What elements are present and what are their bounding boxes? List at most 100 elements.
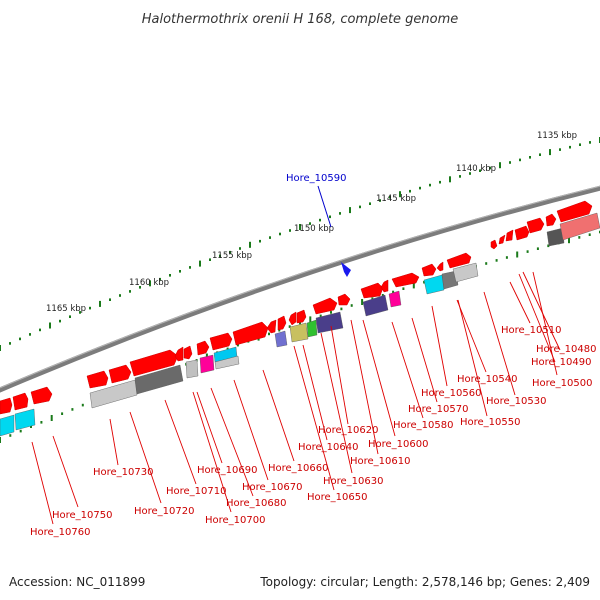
gene-label[interactable]: Hore_10480	[536, 344, 597, 355]
gene-feature[interactable]	[421, 263, 437, 277]
gene-feature[interactable]	[360, 282, 384, 299]
gene-feature[interactable]	[174, 346, 184, 362]
gene-label[interactable]: Hore_10710	[166, 486, 227, 497]
gene-label[interactable]: Hore_10550	[460, 417, 521, 428]
gene-feature[interactable]	[0, 397, 13, 415]
gene-label[interactable]: Hore_10510	[501, 325, 562, 336]
gene-feature[interactable]	[288, 311, 297, 326]
gene-feature[interactable]	[391, 272, 420, 288]
gene-feature[interactable]	[86, 370, 109, 389]
gene-label[interactable]: Hore_10700	[205, 515, 266, 526]
gene-feature[interactable]	[436, 261, 444, 272]
gene-label[interactable]: Hore_10630	[323, 476, 384, 487]
gene-feature[interactable]	[14, 408, 36, 431]
reverse-strand-genes	[0, 212, 600, 437]
gene-label[interactable]: Hore_10650	[307, 492, 368, 503]
gene-label[interactable]: Hore_10600	[368, 439, 429, 450]
major-tick	[449, 176, 451, 183]
gene-feature[interactable]	[196, 340, 210, 356]
minor-tick	[495, 259, 498, 262]
minor-tick	[129, 290, 131, 293]
minor-tick	[226, 347, 229, 351]
gene-label[interactable]: Hore_10660	[268, 463, 329, 474]
gene-feature[interactable]	[209, 332, 233, 351]
gene-feature[interactable]	[232, 321, 269, 346]
gene-feature[interactable]	[505, 229, 514, 242]
gene-feature[interactable]	[559, 212, 600, 241]
gene-label[interactable]: Hore_10490	[531, 357, 592, 368]
minor-tick	[485, 262, 488, 265]
highlight-gene-label[interactable]: Hore_10590	[286, 173, 347, 184]
gene-feature[interactable]	[274, 330, 288, 348]
accession-text: Accession: NC_011899	[9, 575, 145, 589]
gene-feature[interactable]	[441, 270, 459, 290]
gene-feature[interactable]	[134, 364, 184, 395]
gene-feature[interactable]	[545, 213, 557, 227]
major-tick	[499, 162, 501, 169]
gene-label[interactable]: Hore_10670	[242, 482, 303, 493]
gene-feature[interactable]	[362, 294, 389, 317]
gene-leader-line	[262, 369, 295, 462]
gene-label[interactable]: Hore_10680	[226, 498, 287, 509]
minor-tick	[179, 270, 181, 273]
minor-tick	[89, 306, 91, 310]
gene-feature[interactable]	[315, 311, 344, 334]
major-tick	[549, 149, 551, 156]
gene-feature[interactable]	[277, 315, 287, 331]
gene-label[interactable]: Hore_10530	[486, 396, 547, 407]
outer-scale-ticks	[0, 137, 600, 351]
gene-feature[interactable]	[452, 262, 479, 283]
gene-label[interactable]: Hore_10580	[393, 420, 454, 431]
gene-feature[interactable]	[183, 345, 193, 360]
gene-feature[interactable]	[214, 355, 240, 370]
gene-feature[interactable]	[498, 234, 506, 245]
gene-label[interactable]: Hore_10750	[52, 510, 113, 521]
gene-feature[interactable]	[0, 414, 15, 437]
gene-feature[interactable]	[89, 379, 138, 409]
gene-feature[interactable]	[129, 349, 179, 377]
gene-feature[interactable]	[312, 297, 338, 315]
minor-tick	[409, 189, 411, 193]
gene-feature[interactable]	[490, 239, 498, 250]
major-tick	[50, 415, 53, 421]
highlight-gene-marker[interactable]	[341, 262, 351, 277]
gene-feature[interactable]	[266, 319, 277, 334]
gene-label[interactable]: Hore_10560	[421, 388, 482, 399]
gene-label[interactable]: Hore_10760	[30, 527, 91, 538]
gene-label[interactable]: Hore_10570	[408, 404, 469, 415]
gene-label[interactable]: Hore_10640	[298, 442, 359, 453]
gene-feature[interactable]	[12, 392, 29, 411]
gene-label[interactable]: Hore_10720	[134, 506, 195, 517]
gene-feature[interactable]	[337, 293, 351, 306]
minor-tick	[423, 280, 426, 284]
minor-tick	[109, 298, 111, 301]
gene-feature[interactable]	[388, 290, 402, 308]
minor-tick	[279, 232, 281, 236]
gene-label[interactable]: Hore_10610	[350, 456, 411, 467]
gene-feature[interactable]	[380, 279, 389, 293]
gene-feature[interactable]	[296, 309, 307, 324]
gene-feature[interactable]	[108, 364, 132, 384]
gene-feature[interactable]	[185, 359, 199, 379]
major-tick	[361, 299, 364, 305]
gene-leader-line	[320, 332, 353, 474]
gene-feature[interactable]	[526, 217, 545, 234]
gene-feature[interactable]	[199, 354, 215, 374]
gene-feature[interactable]	[30, 386, 53, 405]
gene-feature[interactable]	[514, 225, 530, 241]
gene-feature[interactable]	[306, 319, 318, 338]
genome-backbone-highlight	[0, 185, 600, 389]
gene-label[interactable]: Hore_10620	[318, 425, 379, 436]
gene-label[interactable]: Hore_10500	[532, 378, 593, 389]
minor-tick	[559, 148, 561, 151]
gene-feature[interactable]	[423, 274, 445, 295]
gene-label[interactable]: Hore_10690	[197, 465, 258, 476]
gene-feature[interactable]	[446, 252, 472, 269]
minor-tick	[19, 337, 21, 341]
gene-label[interactable]: Hore_10730	[93, 467, 154, 478]
gene-feature[interactable]	[556, 200, 593, 223]
minor-tick	[539, 153, 541, 156]
gene-feature[interactable]	[289, 322, 309, 343]
gene-feature[interactable]	[546, 227, 565, 247]
gene-label[interactable]: Hore_10540	[457, 374, 518, 385]
